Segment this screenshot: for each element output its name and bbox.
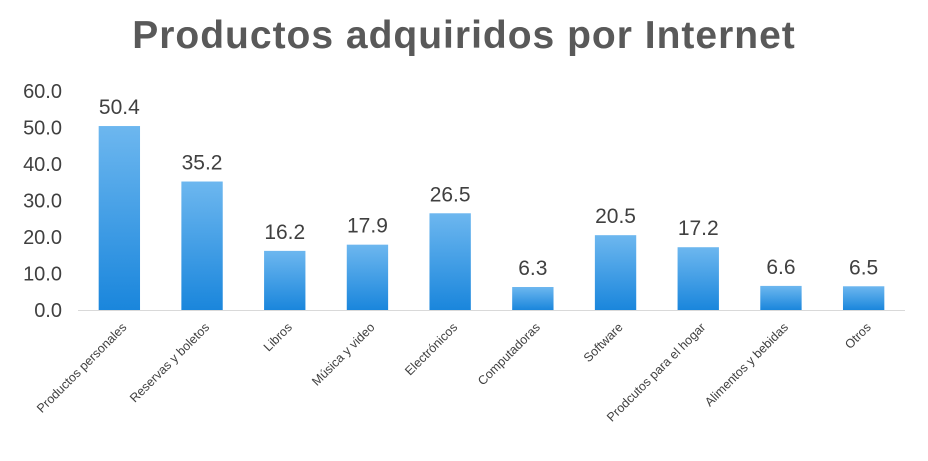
category-label: Software: [581, 320, 626, 365]
data-label: 6.6: [766, 256, 795, 279]
data-label: 35.2: [182, 152, 223, 175]
y-tick-label: 0.0: [34, 300, 62, 322]
y-tick-label: 60.0: [23, 81, 62, 103]
y-tick-label: 50.0: [23, 118, 62, 140]
bar: [98, 126, 141, 310]
bar: [594, 235, 637, 310]
chart-title: Productos adquiridos por Internet: [132, 14, 796, 57]
y-tick-label: 30.0: [23, 191, 62, 213]
data-label: 20.5: [595, 205, 636, 228]
data-label: 16.2: [264, 221, 305, 244]
y-axis: 0.0 10.0 20.0 30.0 40.0 50.0 60.0: [23, 81, 62, 322]
category-label: Productos personales: [34, 320, 129, 415]
category-label: Alimentos y bebidas: [702, 320, 791, 409]
data-label: 6.3: [518, 257, 547, 280]
bar: [346, 244, 389, 310]
y-tick-label: 40.0: [23, 154, 62, 176]
bar: [181, 181, 223, 310]
data-label: 17.2: [678, 217, 719, 240]
category-label: Reservas y boletos: [127, 320, 212, 405]
y-tick-label: 20.0: [23, 227, 62, 249]
data-label: 6.5: [849, 256, 878, 279]
category-label: Otros: [842, 320, 874, 352]
category-label: Música y video: [309, 320, 377, 388]
bar: [842, 286, 885, 310]
category-label: Computadoras: [475, 320, 543, 388]
category-label: Electrónicos: [402, 320, 460, 378]
data-label: 26.5: [430, 183, 471, 206]
bar: [512, 287, 554, 310]
data-label: 17.9: [347, 215, 388, 238]
data-labels-group: 50.4 35.2 16.2 17.9 26.5 6.3 20.5 17.2 6.6 6.5: [99, 96, 878, 280]
bars-group: [98, 126, 885, 310]
bar: [677, 247, 719, 310]
bar: [760, 285, 802, 310]
y-tick-label: 10.0: [23, 264, 62, 286]
bar: [264, 250, 306, 310]
category-label: Libros: [261, 320, 295, 354]
data-label: 50.4: [99, 96, 140, 119]
bar: [429, 213, 471, 310]
